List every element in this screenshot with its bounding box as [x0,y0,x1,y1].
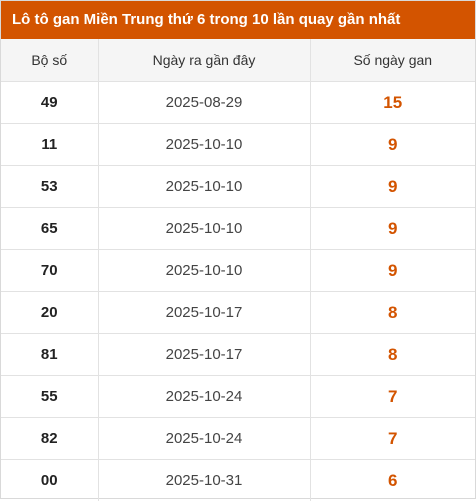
row-last-date: 2025-10-31 [98,460,310,501]
row-days: 6 [310,460,475,501]
table-row: 55 2025-10-24 7 [1,376,475,418]
widget-title: Lô tô gan Miền Trung thứ 6 trong 10 lần … [1,1,475,39]
row-last-date: 2025-10-17 [98,334,310,376]
table-row: 70 2025-10-10 9 [1,250,475,292]
table-row: 00 2025-10-31 6 [1,460,475,501]
row-last-date: 2025-10-24 [98,376,310,418]
row-days: 15 [310,82,475,124]
row-days: 9 [310,166,475,208]
row-days: 9 [310,208,475,250]
row-days: 7 [310,418,475,460]
row-number: 11 [1,124,98,166]
row-number: 49 [1,82,98,124]
table-row: 20 2025-10-17 8 [1,292,475,334]
row-last-date: 2025-10-24 [98,418,310,460]
row-last-date: 2025-10-17 [98,292,310,334]
header-days: Số ngày gan [310,39,475,82]
row-days: 7 [310,376,475,418]
row-days: 8 [310,334,475,376]
row-last-date: 2025-10-10 [98,208,310,250]
table-row: 49 2025-08-29 15 [1,82,475,124]
row-last-date: 2025-08-29 [98,82,310,124]
table-row: 82 2025-10-24 7 [1,418,475,460]
row-days: 9 [310,250,475,292]
row-number: 70 [1,250,98,292]
header-number: Bộ số [1,39,98,82]
row-days: 9 [310,124,475,166]
header-last-date: Ngày ra gần đây [98,39,310,82]
row-number: 65 [1,208,98,250]
lo-gan-table: Bộ số Ngày ra gần đây Số ngày gan 49 202… [1,39,475,501]
row-number: 53 [1,166,98,208]
table-row: 53 2025-10-10 9 [1,166,475,208]
row-number: 55 [1,376,98,418]
row-last-date: 2025-10-10 [98,124,310,166]
row-number: 81 [1,334,98,376]
table-row: 11 2025-10-10 9 [1,124,475,166]
row-number: 00 [1,460,98,501]
table-header-row: Bộ số Ngày ra gần đây Số ngày gan [1,39,475,82]
table-row: 81 2025-10-17 8 [1,334,475,376]
row-last-date: 2025-10-10 [98,250,310,292]
row-number: 20 [1,292,98,334]
row-last-date: 2025-10-10 [98,166,310,208]
row-number: 82 [1,418,98,460]
row-days: 8 [310,292,475,334]
table-row: 65 2025-10-10 9 [1,208,475,250]
